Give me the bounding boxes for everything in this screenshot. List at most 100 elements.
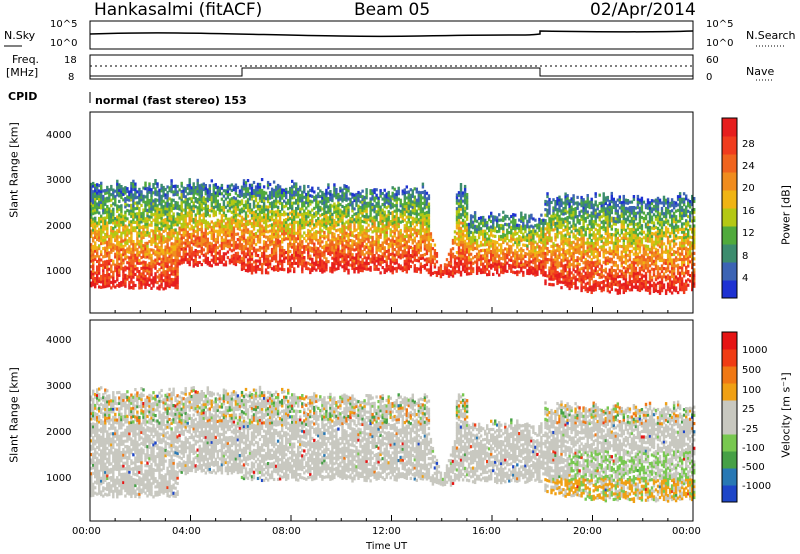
power-cell: [359, 227, 362, 231]
power-cell: [347, 233, 350, 237]
power-cell: [321, 212, 324, 217]
power-cell: [371, 235, 374, 239]
power-cell: [244, 214, 248, 218]
power-cell: [160, 244, 163, 248]
power-cell: [500, 265, 503, 269]
power-cell: [214, 224, 218, 228]
power-cell: [176, 250, 179, 254]
power-cell: [188, 219, 191, 223]
power-cell: [250, 233, 254, 237]
power-cell: [196, 233, 199, 237]
power-cell: [244, 203, 248, 207]
power-cell: [134, 253, 137, 257]
nave-label: Nave: [746, 65, 775, 78]
power-cell: [421, 185, 425, 189]
power-cell: [303, 261, 306, 265]
power-cell: [301, 212, 304, 216]
power-cell: [250, 257, 254, 261]
power-cell: [212, 192, 216, 196]
power-cell: [363, 217, 366, 221]
power-cell: [349, 222, 352, 226]
power-cell: [500, 251, 503, 255]
power-cell: [401, 269, 405, 273]
power-cell: [94, 285, 97, 289]
power-cell: [383, 213, 386, 217]
power-cell: [106, 251, 109, 255]
power-cell: [381, 219, 384, 223]
power-cell: [361, 258, 364, 262]
power-cell: [323, 236, 326, 240]
power-cell: [266, 200, 270, 204]
power-cell: [371, 192, 374, 196]
power-cell: [281, 221, 284, 225]
power-cell: [250, 241, 254, 245]
power-cell: [357, 190, 360, 195]
power-cell: [194, 197, 197, 201]
power-cell: [278, 190, 282, 194]
power-cell: [252, 249, 256, 253]
power-cell: [180, 209, 183, 213]
power-cell: [305, 206, 308, 210]
power-cell: [162, 213, 165, 217]
power-cell: [96, 238, 99, 242]
power-cell: [327, 232, 330, 236]
power-cell: [361, 228, 364, 232]
power-cell: [174, 247, 177, 251]
power-cell: [204, 214, 208, 218]
power-cell: [244, 268, 248, 273]
power-cell: [397, 266, 400, 270]
power-cell: [389, 220, 392, 224]
power-cell: [427, 219, 431, 223]
power-cell: [295, 248, 298, 252]
power-cell: [238, 200, 242, 204]
power-cell: [174, 275, 177, 279]
power-cell: [218, 249, 222, 253]
power-cell: [196, 261, 199, 265]
power-cell: [399, 237, 402, 241]
power-cell: [315, 235, 318, 239]
power-cell: [272, 188, 276, 192]
power-cell: [357, 207, 360, 211]
power-cell: [299, 254, 302, 258]
power-cell: [391, 235, 394, 239]
power-cell: [182, 219, 185, 223]
power-cell: [359, 225, 362, 229]
power-cell: [230, 224, 234, 228]
power-cell: [371, 219, 374, 223]
power-cell: [313, 248, 316, 252]
power-cell: [305, 234, 308, 238]
vel-cb-m1000: -1000: [742, 481, 772, 492]
power-cell: [162, 199, 165, 203]
power-cell: [319, 241, 322, 245]
power-cell: [375, 264, 378, 269]
power-cell: [315, 260, 318, 264]
power-cell: [208, 260, 212, 265]
power-cell: [383, 259, 386, 264]
power-cell: [186, 192, 189, 196]
power-cell: [106, 270, 109, 274]
power-cell: [303, 231, 306, 235]
power-cell: [373, 256, 376, 260]
power-cell: [204, 236, 208, 240]
power-cell: [140, 245, 143, 249]
power-cell: [315, 224, 318, 228]
power-cell: [210, 236, 214, 240]
power-cell: [182, 227, 185, 231]
power-cell: [345, 253, 348, 257]
power-cell: [90, 248, 93, 252]
power-cell: [124, 213, 127, 217]
power-cell: [289, 217, 292, 221]
power-cell: [369, 246, 372, 250]
power-cell: [331, 215, 334, 219]
power-cell: [158, 262, 161, 266]
power-cell: [198, 197, 201, 202]
power-cell: [281, 262, 284, 266]
power-cell: [459, 204, 463, 209]
power-cell: [98, 258, 101, 262]
power-cell: [272, 251, 276, 255]
power-cell: [138, 231, 141, 235]
power-cell: [365, 196, 368, 200]
power-cell: [381, 227, 384, 231]
power-cell: [98, 247, 101, 251]
power-cell: [272, 180, 276, 184]
